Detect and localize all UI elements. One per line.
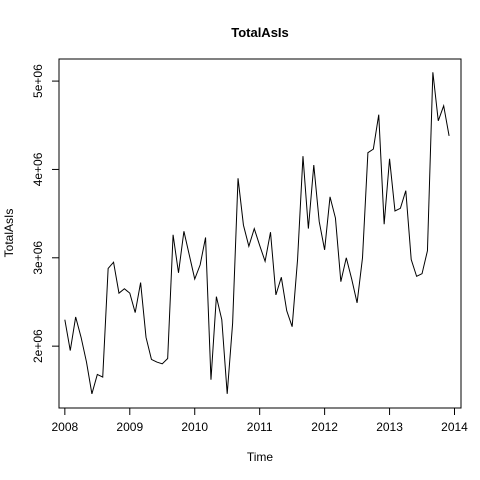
chart-title: TotalAsIs <box>231 25 289 40</box>
x-tick-label: 2008 <box>51 420 78 434</box>
x-tick-label: 2013 <box>376 420 403 434</box>
x-tick-label: 2011 <box>247 420 273 434</box>
series-line <box>64 72 450 394</box>
x-tick-label: 2012 <box>311 420 338 434</box>
x-axis: 2008 2009 2010 2011 2012 2013 2014 <box>51 407 468 434</box>
x-tick-label: 2014 <box>441 420 468 434</box>
x-tick-label: 2010 <box>181 420 208 434</box>
plot-area-box <box>58 58 462 409</box>
x-tick-label: 2009 <box>116 420 143 434</box>
y-tick-label: 3e+06 <box>31 241 45 275</box>
y-axis-label: TotalAsIs <box>2 209 16 258</box>
y-tick-label: 5e+06 <box>31 64 45 98</box>
y-tick-label: 2e+06 <box>31 329 45 363</box>
y-tick-label: 4e+06 <box>31 152 45 186</box>
x-axis-label: Time <box>247 450 274 464</box>
y-axis: 2e+06 3e+06 4e+06 5e+06 <box>31 64 60 363</box>
